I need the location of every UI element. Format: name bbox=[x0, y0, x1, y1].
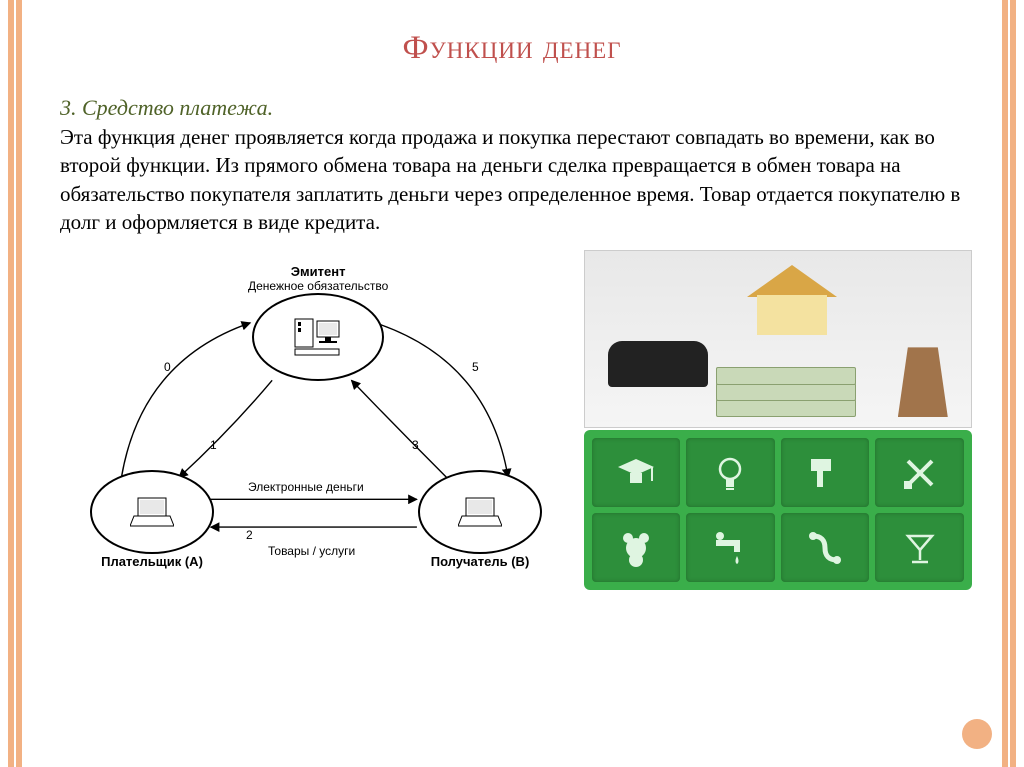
decor-right-stripes bbox=[1002, 0, 1016, 767]
node-subtitle: Денежное обязательство bbox=[248, 279, 388, 293]
house-icon bbox=[747, 265, 837, 335]
edge-label-goods: Товары / услуги bbox=[268, 544, 355, 558]
edge-label-2: 2 bbox=[246, 528, 253, 542]
edge-label-emoney: Электронные деньги bbox=[248, 480, 364, 494]
node-title: Получатель (В) bbox=[431, 554, 530, 569]
slide-body: Эта функция денег проявляется когда прод… bbox=[52, 123, 972, 236]
phone-icon bbox=[781, 513, 870, 582]
content-row: Эмитент Денежное обязательство bbox=[52, 250, 972, 590]
stripe bbox=[1010, 0, 1016, 767]
desktop-icon bbox=[293, 317, 343, 357]
illustration-house-money bbox=[584, 250, 972, 428]
stripe bbox=[16, 0, 22, 767]
diagram-node-issuer: Эмитент Денежное обязательство bbox=[248, 264, 388, 381]
slide-subtitle: 3. Средство платежа. bbox=[52, 95, 972, 121]
decor-left-stripes bbox=[8, 0, 22, 767]
edge-label-1: 1 bbox=[210, 438, 217, 452]
lightbulb-icon bbox=[686, 438, 775, 507]
grocery-bag-icon bbox=[898, 347, 948, 417]
money-stack-icon bbox=[716, 357, 856, 417]
car-icon bbox=[608, 341, 708, 387]
services-icon-grid bbox=[584, 430, 972, 590]
slide: Функции денег 3. Средство платежа. Эта ф… bbox=[42, 0, 982, 767]
faucet-icon bbox=[686, 513, 775, 582]
stripe bbox=[1002, 0, 1008, 767]
edge-label-3: 3 bbox=[412, 438, 419, 452]
laptop-icon bbox=[458, 496, 502, 528]
stripe bbox=[8, 0, 14, 767]
martini-icon bbox=[875, 513, 964, 582]
graduation-cap-icon bbox=[592, 438, 681, 507]
images-column bbox=[584, 250, 972, 590]
diagram-node-payer: Плательщик (А) bbox=[90, 470, 214, 569]
tools-icon bbox=[875, 438, 964, 507]
edge-label-5: 5 bbox=[472, 360, 479, 374]
node-title: Плательщик (А) bbox=[101, 554, 203, 569]
node-title: Эмитент bbox=[291, 264, 346, 279]
brush-icon bbox=[781, 438, 870, 507]
diagram-node-payee: Получатель (В) bbox=[418, 470, 542, 569]
laptop-icon bbox=[130, 496, 174, 528]
edge-label-0: 0 bbox=[164, 360, 171, 374]
teddy-bear-icon bbox=[592, 513, 681, 582]
slide-title: Функции денег bbox=[52, 30, 972, 67]
emoney-diagram: Эмитент Денежное обязательство bbox=[52, 250, 578, 590]
